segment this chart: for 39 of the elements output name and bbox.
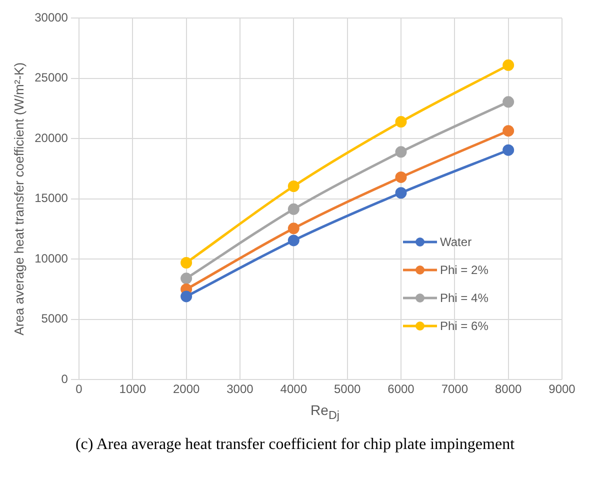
y-tick-label: 10000 — [34, 251, 68, 266]
x-tick-label: 3000 — [226, 382, 254, 396]
point — [288, 180, 300, 192]
point — [502, 125, 514, 137]
point — [288, 222, 300, 234]
point — [502, 144, 514, 156]
x-tick-label: 8000 — [494, 382, 522, 396]
legend-label: Phi = 2% — [440, 263, 488, 277]
y-tick-label: 5000 — [41, 312, 68, 326]
y-tick-label: 20000 — [34, 130, 68, 145]
point — [395, 171, 407, 183]
x-axis-title: Re$_{Dj}$ — [310, 402, 340, 422]
point — [180, 290, 192, 302]
y-tick-label: 15000 — [34, 191, 68, 206]
x-tick-label: 1000 — [119, 382, 146, 396]
y-tick-label: 25000 — [34, 70, 68, 85]
y-tick-label: 0 — [61, 372, 68, 386]
point — [288, 203, 300, 215]
y-axis-title: Area average heat transfer coefficient (W/m²-K) — [11, 62, 26, 336]
point — [395, 116, 407, 128]
point — [502, 59, 514, 71]
x-tick-label: 0 — [76, 382, 83, 396]
point — [395, 146, 407, 158]
legend-label: Phi = 4% — [440, 291, 488, 305]
point — [180, 272, 192, 284]
x-tick-label: 5000 — [334, 382, 361, 396]
point — [180, 257, 192, 268]
legend-label: Water — [440, 235, 472, 249]
text: (c) Area average heat transfer coefficient for chip plate impingement — [74, 436, 516, 454]
x-tick-label: 6000 — [388, 382, 415, 396]
x-tick-label: 7000 — [441, 382, 468, 396]
point — [395, 187, 407, 199]
y-tick-label: 30000 — [34, 10, 68, 25]
point — [502, 96, 514, 108]
x-tick-label: 9000 — [548, 382, 576, 396]
point — [288, 234, 300, 246]
x-tick-label: 2000 — [172, 382, 200, 396]
x-tick-label: 4000 — [280, 382, 308, 396]
legend-label: Phi = 6% — [440, 319, 488, 333]
